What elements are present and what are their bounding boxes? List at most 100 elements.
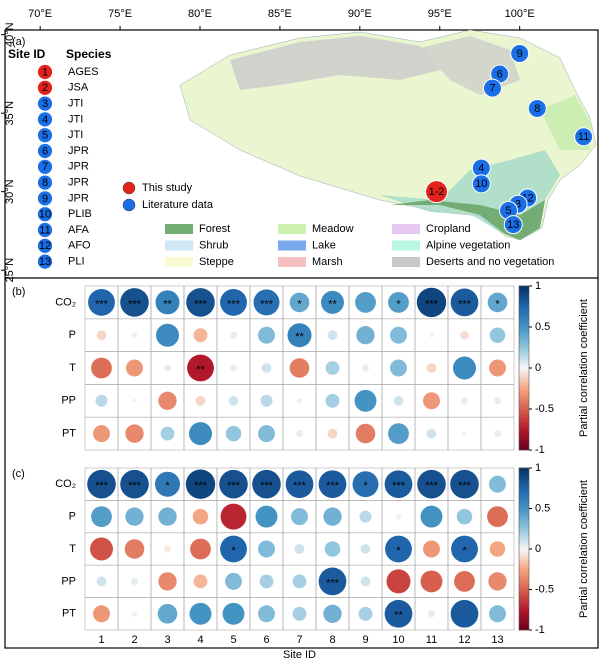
significance: * — [462, 545, 467, 557]
colorbar-step — [519, 351, 529, 355]
colorbar-step — [519, 334, 529, 339]
corr-circle — [91, 506, 112, 527]
colorbar-step — [519, 419, 529, 423]
colorbar-step — [519, 375, 529, 380]
x-tick-label: 9 — [362, 634, 368, 646]
colorbar-step — [519, 624, 529, 628]
colorbar-step — [519, 304, 529, 309]
colorbar-step — [519, 386, 529, 391]
corr-circle — [359, 510, 372, 523]
significance: ** — [328, 298, 337, 310]
colorbar-step — [519, 500, 529, 504]
legend-label: Alpine vegetation — [426, 239, 510, 251]
species: JPR — [68, 192, 89, 204]
legend-label: Forest — [199, 223, 230, 235]
colorbar-step — [519, 438, 529, 443]
figure-frame — [4, 29, 599, 649]
corr-circle — [388, 292, 409, 313]
colorbar-step — [519, 586, 529, 590]
colorbar-step — [519, 400, 529, 404]
corr-circle — [219, 469, 248, 499]
colorbar-step — [519, 581, 529, 585]
corr-circle — [489, 605, 506, 623]
colorbar-step — [519, 395, 529, 399]
corr-circle — [426, 363, 437, 373]
colorbar-step — [519, 554, 529, 558]
colorbar-step — [519, 600, 529, 604]
colorbar-step — [519, 329, 529, 333]
colorbar-tick-label: 0 — [535, 543, 541, 555]
corr-circle — [450, 288, 479, 317]
colorbar-step — [519, 285, 529, 290]
colorbar-step — [519, 359, 529, 363]
site-marker — [37, 222, 53, 238]
site-label: 13 — [507, 219, 519, 231]
corr-circle — [352, 471, 379, 498]
colorbar-step — [519, 535, 529, 539]
significance: ** — [295, 331, 304, 343]
species: JPR — [68, 145, 89, 157]
colorbar-step — [519, 403, 529, 407]
corr-circle — [220, 288, 247, 316]
significance: ** — [163, 298, 172, 310]
site-point — [471, 174, 491, 194]
significance: *** — [458, 480, 472, 492]
colorbar-step — [519, 610, 529, 615]
corr-circle — [220, 535, 247, 563]
corr-circle — [355, 423, 376, 444]
x-tick-label: 7 — [296, 634, 302, 646]
corr-circle — [390, 326, 407, 344]
colorbar-step — [519, 492, 529, 496]
site-id: 1 — [42, 66, 48, 78]
site-marker — [37, 158, 53, 175]
colorbar-step — [519, 318, 529, 322]
y-tick-label: 25°N — [4, 258, 16, 283]
colorbar-step — [519, 546, 529, 550]
colorbar-step — [519, 296, 529, 300]
colorbar-step — [519, 433, 529, 437]
significance: * — [396, 298, 401, 310]
species: JTI — [68, 98, 83, 110]
corr-circle — [384, 599, 413, 628]
corr-circle — [385, 535, 412, 563]
corr-circle — [126, 359, 143, 377]
colorbar-step — [519, 392, 529, 396]
corr-circle — [318, 470, 347, 499]
colorbar-step — [519, 381, 529, 385]
colorbar-step — [519, 564, 529, 569]
x-tick-label: 85°E — [268, 8, 292, 20]
y-tick-label: T — [69, 362, 76, 374]
corr-circle — [292, 606, 307, 621]
y-tick-label: T — [69, 543, 76, 555]
corr-circle — [450, 469, 479, 499]
colorbar-step — [519, 354, 529, 358]
legend-label: Steppe — [199, 256, 234, 268]
legend-swatch — [165, 257, 193, 267]
colorbar-step — [519, 378, 529, 382]
site-id: 2 — [42, 82, 48, 94]
colorbar-tick-label: -0.5 — [535, 403, 554, 415]
colorbar-step — [519, 356, 529, 361]
corr-circle — [185, 469, 216, 499]
corr-circle — [259, 574, 274, 589]
corr-circle — [489, 541, 506, 557]
corr-circle — [189, 602, 212, 625]
colorbar-step — [519, 510, 529, 515]
colorbar-step — [519, 608, 529, 612]
significance: *** — [326, 480, 340, 492]
colorbar-step — [519, 605, 529, 609]
legend-label: Lake — [312, 239, 336, 251]
significance: * — [396, 545, 401, 557]
colorbar-step — [519, 543, 529, 547]
site-marker — [37, 174, 53, 191]
site-id: 6 — [42, 145, 48, 157]
colorbar-step — [519, 527, 529, 531]
colorbar-step — [519, 516, 529, 520]
site-label: 9 — [517, 48, 523, 60]
corr-circle — [187, 354, 214, 382]
significance: * — [165, 480, 170, 492]
corr-circle — [156, 323, 179, 347]
x-tick-label: 1 — [98, 634, 104, 646]
significance: *** — [260, 480, 274, 492]
